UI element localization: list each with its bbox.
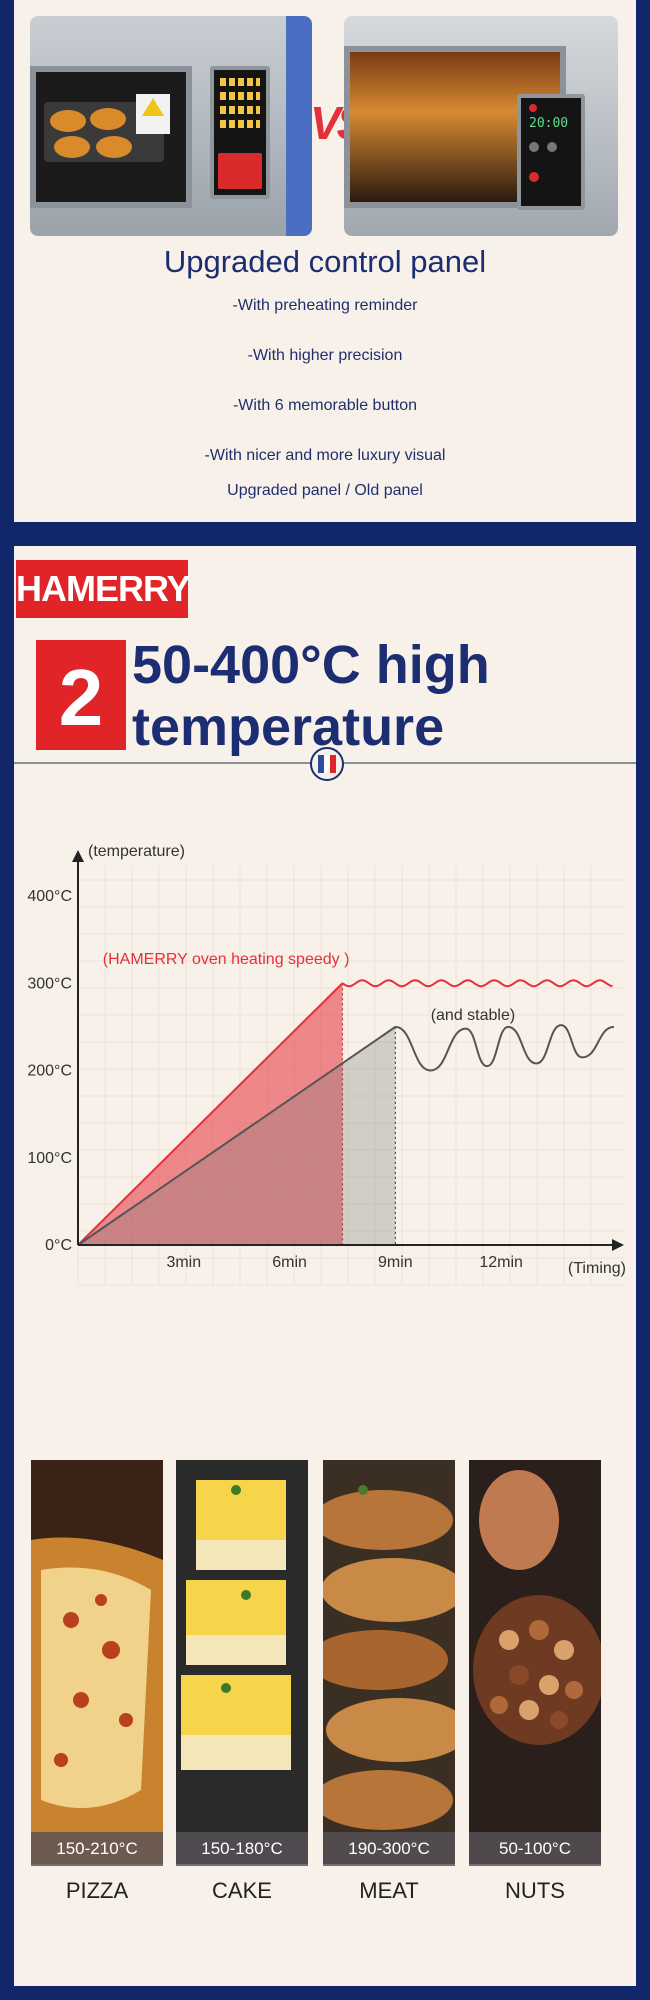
gray-wave-line <box>395 1024 615 1072</box>
oven-window <box>30 66 192 208</box>
feature-line: -With 6 memorable button <box>232 397 418 414</box>
section-headline: 50-400°C high temperature <box>132 635 490 757</box>
food-name: CAKE <box>212 1878 272 1903</box>
meat-image <box>323 1460 455 1864</box>
x-tick-label: 6min <box>272 1254 307 1271</box>
control-panel-comparison: VS 20:00 Upgraded control panel -With pr… <box>14 0 636 522</box>
upgraded-panel-photo <box>30 16 312 236</box>
led-display <box>220 78 260 86</box>
pizza-image <box>31 1460 163 1864</box>
bread-item <box>54 136 90 158</box>
food-name: NUTS <box>505 1878 565 1903</box>
upgraded-panel-title: Upgraded control panel <box>163 244 487 279</box>
knob-button <box>547 142 557 152</box>
food-card-pizza: 150-210°C PIZZA <box>31 1460 163 1903</box>
warning-sticker <box>136 94 170 134</box>
temperature-section: HAMERRY 2 50-400°C high temperature 400°… <box>14 546 636 1986</box>
food-temp-label: 50-100°C <box>469 1832 601 1866</box>
upgraded-control-panel <box>210 66 270 199</box>
bread-item <box>50 110 86 132</box>
food-name: MEAT <box>359 1878 419 1903</box>
temperature-chart: 400°C 300°C 200°C 100°C 0°C 3min 6min 9min 12min… <box>27 843 626 1286</box>
food-card-cake: 150-180°C CAKE <box>176 1460 308 1903</box>
brand-name: HAMERRY <box>16 568 191 609</box>
feature-line: -With nicer and more luxury visual <box>204 447 446 464</box>
section-number-box: 2 <box>36 640 126 750</box>
y-tick-label: 0°C <box>45 1237 72 1254</box>
touch-button-pad <box>218 153 262 189</box>
y-tick-label: 100°C <box>27 1150 72 1167</box>
red-series-line <box>77 982 344 1246</box>
x-tick-label: 12min <box>479 1254 523 1271</box>
bread-item <box>96 136 132 158</box>
indicator-light <box>529 104 537 112</box>
led-display <box>220 120 260 128</box>
food-card-meat: 190-300°C MEAT <box>323 1460 455 1903</box>
bread-item <box>90 108 126 130</box>
panel-caption: Upgraded panel / Old panel <box>227 482 423 499</box>
french-flag-icon <box>310 747 344 781</box>
y-axis-arrow <box>72 850 84 862</box>
y-tick-label: 400°C <box>27 888 72 905</box>
red-stable-line <box>341 979 613 988</box>
food-temp-label: 190-300°C <box>323 1832 455 1866</box>
nuts-image <box>469 1460 601 1864</box>
section-number: 2 <box>58 653 104 742</box>
red-series-label: (HAMERRY oven heating speedy ) <box>103 951 350 968</box>
cake-image <box>176 1460 308 1864</box>
knob-button <box>529 142 539 152</box>
led-display <box>220 106 260 114</box>
food-temp-label: 150-210°C <box>31 1832 163 1866</box>
feature-line: -With preheating reminder <box>232 297 418 314</box>
y-tick-label: 300°C <box>27 975 72 992</box>
old-control-panel: 20:00 <box>517 94 585 210</box>
brand-badge: HAMERRY <box>16 560 191 618</box>
gray-series-label: (and stable) <box>431 1007 516 1024</box>
old-panel-display: 20:00 <box>529 116 569 131</box>
x-axis-label: (Timing) <box>568 1260 626 1277</box>
old-panel-photo: 20:00 <box>344 16 618 236</box>
y-axis-label: (temperature) <box>88 843 185 860</box>
power-button <box>529 172 539 182</box>
food-temp-label: 150-180°C <box>176 1832 308 1866</box>
food-name: PIZZA <box>65 1878 129 1903</box>
food-card-nuts: 50-100°C NUTS <box>469 1460 601 1903</box>
led-display <box>220 92 260 100</box>
gray-series-line <box>77 1026 396 1246</box>
y-tick-label: 200°C <box>27 1063 72 1080</box>
feature-line: -With higher precision <box>247 347 403 364</box>
accent-edge <box>286 16 312 236</box>
x-tick-label: 9min <box>378 1254 413 1271</box>
x-axis-arrow <box>612 1239 624 1251</box>
warning-icon <box>142 98 164 116</box>
x-tick-label: 3min <box>166 1254 201 1271</box>
